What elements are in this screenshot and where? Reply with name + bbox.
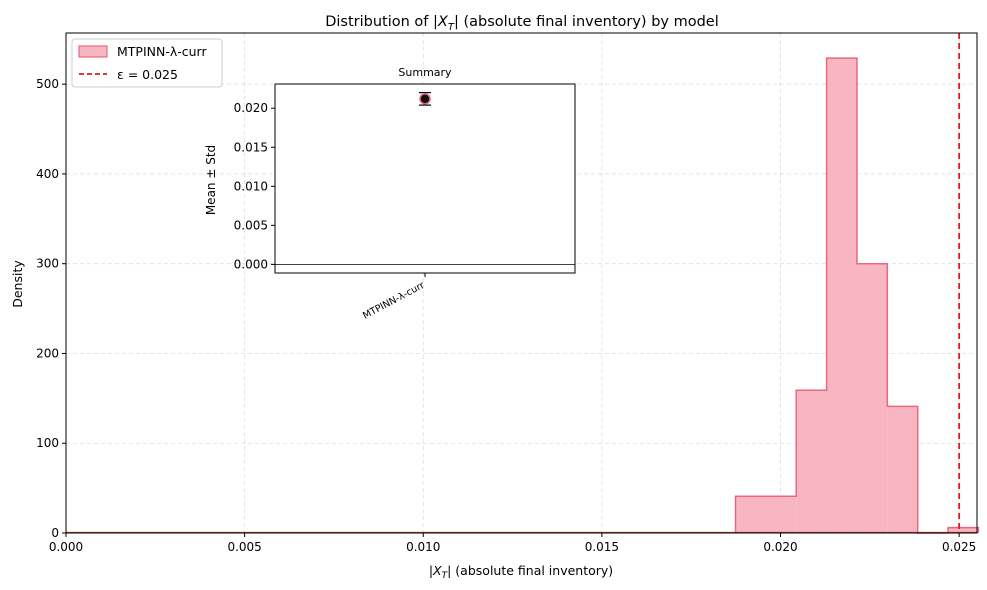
plot-frame [65,32,978,534]
y-axis-label: Density [10,260,25,308]
inset-errorbars [419,91,431,106]
y-axis-ticks: 0 100 200 300 400 500 [36,77,66,540]
inset-y-tick-label: 0.000 [234,257,268,271]
mean-marker [419,93,431,105]
histogram-bar [735,496,797,533]
inset-y-tick-label: 0.005 [234,218,268,232]
histogram-bars [734,57,980,534]
x-tick-label: 0.000 [49,540,83,554]
x-tick-label: 0.020 [763,540,797,554]
legend-label-epsilon: ε = 0.025 [117,67,178,82]
y-tick-label: 200 [36,346,59,360]
x-tick-label: 0.015 [585,540,619,554]
inset-title: Summary [398,66,452,79]
y-tick-label: 400 [36,167,59,181]
histogram-outline [734,57,980,534]
main-plot: 0.000 0.005 0.010 0.015 0.020 0.025 0 100 200 30… [10,32,980,581]
inset-y-axis-label: Mean ± Std [204,145,218,215]
chart-title: Distribution of |XT| (absolute final inv… [325,14,719,33]
y-tick-label: 300 [36,257,59,271]
inset-y-axis-ticks: 0.000 0.005 0.010 0.015 0.020 [234,101,275,271]
legend-swatch [78,45,108,58]
histogram-bar [826,58,857,534]
x-axis-label: |XT| (absolute final inventory) [429,563,613,581]
inset-y-tick-label: 0.020 [234,101,268,115]
inset-y-tick-label: 0.015 [234,140,268,154]
histogram-bar [796,390,827,533]
inset-plot-area [274,83,576,274]
x-axis-ticks: 0.000 0.005 0.010 0.015 0.020 0.025 [49,533,976,554]
x-tick-label: 0.025 [942,540,976,554]
legend-frame [71,38,223,88]
y-tick-label: 500 [36,77,59,91]
inset-y-tick-label: 0.010 [234,179,268,193]
y-tick-label: 100 [36,436,59,450]
x-tick-label: 0.010 [406,540,440,554]
legend-label-series: MTPINN-λ-curr [117,44,207,59]
x-tick-label: 0.005 [227,540,261,554]
histogram-bar [887,406,918,533]
histogram-bar [948,527,979,533]
histogram-bar [856,263,888,533]
y-tick-label: 0 [51,526,59,540]
legend: MTPINN-λ-curr ε = 0.025 [71,38,223,88]
